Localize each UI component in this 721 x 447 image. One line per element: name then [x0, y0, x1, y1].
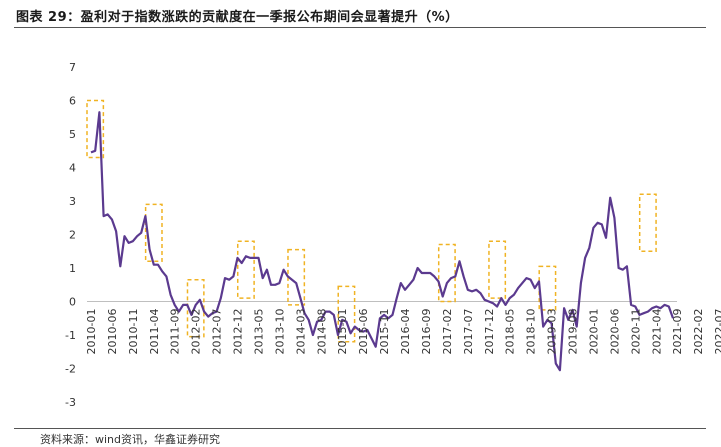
x-tick-label: 2016-04 [399, 309, 412, 355]
highlight-box [337, 285, 356, 343]
y-tick-label: 1 [69, 262, 76, 275]
source-divider [14, 428, 706, 429]
highlight-box [437, 243, 456, 303]
x-tick-label: 2012-12 [232, 309, 245, 355]
x-tick-label: 2010-06 [106, 309, 119, 355]
x-tick-label: 2012-07 [211, 309, 224, 355]
x-tick-label: 2012-02 [190, 309, 203, 355]
x-tick-label: 2013-05 [252, 309, 265, 355]
x-tick-label: 2010-11 [127, 309, 140, 355]
y-tick-label: -1 [65, 329, 76, 342]
x-tick-label: 2011-04 [148, 309, 161, 355]
highlight-box [86, 99, 105, 159]
y-tick-label: 2 [69, 229, 76, 242]
x-tick-label: 2019-08 [567, 309, 580, 355]
x-tick-label: 2015-11 [378, 309, 391, 355]
y-tick-label: -3 [65, 396, 76, 409]
x-tick-label: 2020-11 [629, 309, 642, 355]
highlight-box [144, 203, 163, 263]
y-tick-label: 6 [69, 95, 76, 108]
x-tick-label: 2011-09 [169, 309, 182, 355]
source-note: 资料来源：wind资讯，华鑫证券研究 [40, 433, 221, 446]
x-tick-label: 2018-05 [504, 309, 517, 355]
series-line [90, 111, 675, 372]
highlight-box [638, 193, 657, 253]
highlight-boxes [86, 99, 657, 343]
x-tick-label: 2021-09 [671, 309, 684, 355]
x-axis-labels: 2010-01 2010-06 2010-11 2011-04 2011-09 2012-… [85, 309, 721, 355]
x-tick-label: 2015-01 [336, 309, 349, 355]
x-tick-label: 2014-08 [315, 309, 328, 355]
x-tick-label: 2010-01 [85, 309, 98, 355]
x-tick-label: 2015-06 [357, 309, 370, 355]
x-tick-label: 2019-03 [546, 309, 559, 355]
x-tick-label: 2021-04 [650, 309, 663, 355]
y-tick-label: -2 [65, 363, 76, 376]
x-tick-label: 2013-10 [273, 309, 286, 355]
y-tick-label: 7 [69, 61, 76, 74]
x-tick-label: 2014-03 [294, 309, 307, 355]
chart-title: 图表 29：盈利对于指数涨跌的贡献度在一季报公布期间会显著提升（%） [16, 10, 459, 25]
x-tick-label: 2016-09 [420, 309, 433, 355]
y-tick-label: 0 [69, 296, 76, 309]
x-tick-label: 2018-10 [525, 309, 538, 355]
x-tick-label: 2017-12 [483, 309, 496, 355]
x-tick-label: 2017-07 [462, 309, 475, 355]
y-axis-labels: -3 -2 -1 0 1 2 3 4 5 6 7 [65, 61, 76, 409]
title-divider [14, 27, 706, 28]
x-tick-label: 2022-02 [692, 309, 705, 355]
x-tick-label: 2017-02 [441, 309, 454, 355]
line-chart: -3 -2 -1 0 1 2 3 4 5 6 7 2010-01 2010-06 2010-11 2011… [65, 61, 721, 409]
x-tick-label: 2022-07 [713, 309, 721, 355]
highlight-box [488, 240, 507, 299]
x-tick-label: 2020-06 [608, 309, 621, 355]
x-tick-label: 2020-01 [587, 309, 600, 355]
y-tick-label: 5 [69, 128, 76, 141]
highlight-box [236, 240, 255, 299]
y-tick-label: 3 [69, 195, 76, 208]
y-tick-label: 4 [69, 162, 76, 175]
